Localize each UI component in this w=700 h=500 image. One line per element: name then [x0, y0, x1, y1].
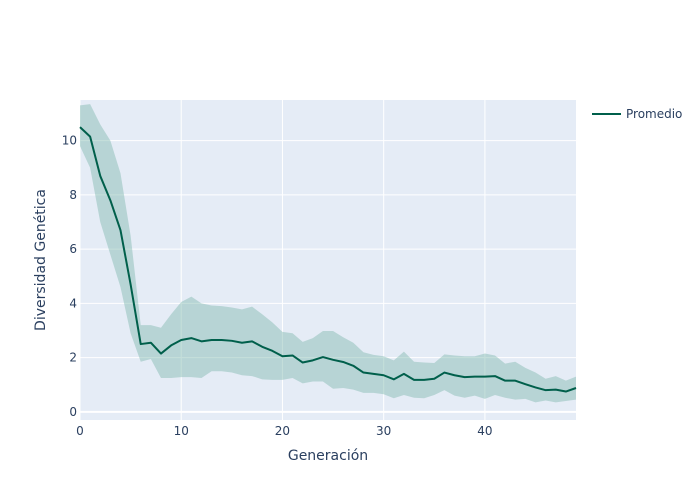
x-tick-label: 20 — [275, 424, 290, 438]
mean-line-layer — [79, 126, 577, 393]
x-tick-label: 0 — [76, 424, 84, 438]
legend-label-promedio: Promedio — [626, 107, 682, 121]
y-tick-label: 2 — [69, 351, 77, 365]
legend[interactable]: Promedio — [592, 107, 682, 121]
y-tick-label: 0 — [69, 405, 77, 419]
y-tick-label: 8 — [69, 188, 77, 202]
y-tick-label: 6 — [69, 242, 77, 256]
x-tick-label: 40 — [477, 424, 492, 438]
confidence-band — [80, 104, 576, 403]
x-tick-label: 30 — [376, 424, 391, 438]
y-tick-label: 10 — [62, 134, 77, 148]
y-tick-label: 4 — [69, 296, 77, 310]
y-tick-labels: 0 2 4 6 8 10 — [62, 134, 77, 419]
x-axis-title: Generación — [288, 448, 368, 464]
x-tick-label: 10 — [174, 424, 189, 438]
mean-line — [79, 126, 577, 393]
x-tick-labels: 0 10 20 30 40 — [76, 424, 492, 438]
grid-lines — [79, 100, 576, 420]
y-axis-title: Diversidad Genética — [33, 189, 49, 331]
confidence-band-layer — [80, 104, 576, 403]
plot-background — [80, 100, 576, 420]
